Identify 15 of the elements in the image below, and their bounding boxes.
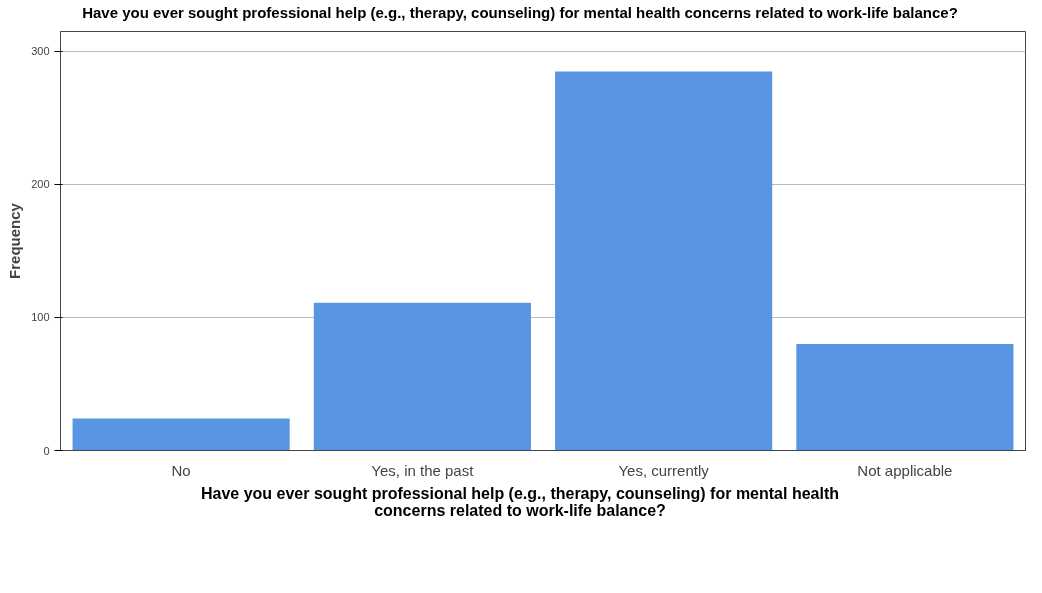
x-tick-label: Not applicable bbox=[857, 461, 953, 479]
x-tick-label: Yes, in the past bbox=[371, 461, 475, 479]
bar bbox=[72, 418, 290, 451]
bar bbox=[796, 343, 1014, 451]
y-axis-title: Frequency bbox=[6, 202, 24, 279]
chart-title: Have you ever sought professional help (e.g., therapy, counseling) for mental health concerns related to work-life balance? bbox=[82, 4, 958, 21]
y-tick-label: 0 bbox=[43, 444, 50, 457]
bar bbox=[313, 302, 531, 451]
bar bbox=[555, 71, 773, 451]
y-tick-label: 300 bbox=[31, 45, 50, 58]
y-tick-label: 200 bbox=[31, 178, 50, 191]
y-tick-label: 100 bbox=[31, 311, 50, 324]
x-axis-title: Have you ever sought professional help (e.g., therapy, counseling) for mental health concerns related to work-life balance? bbox=[199, 484, 840, 520]
x-tick-label: Yes, currently bbox=[618, 461, 710, 479]
x-tick-label: No bbox=[171, 461, 191, 479]
